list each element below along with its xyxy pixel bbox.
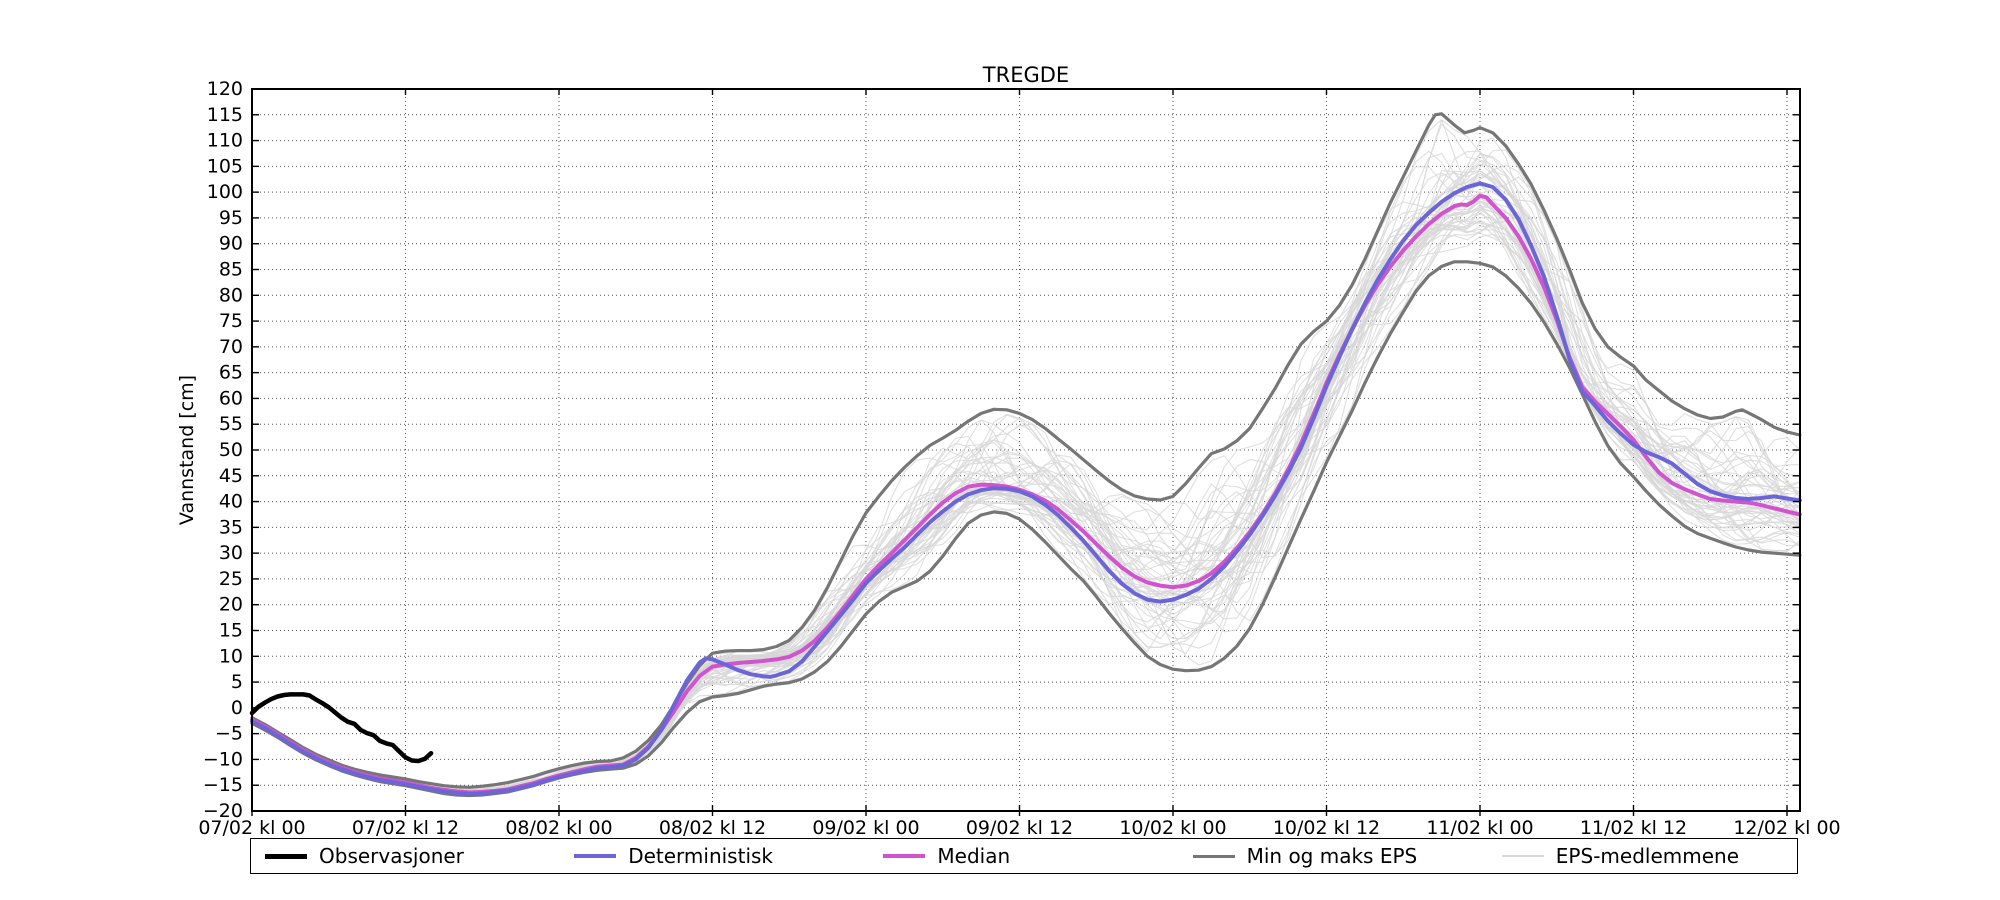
legend-item-eps-medlemmene: EPS-medlemmene [1488, 844, 1797, 868]
x-tick-label: 08/02 kl 12 [659, 817, 766, 839]
y-tick-label: 50 [219, 439, 243, 461]
y-tick-label: 30 [219, 542, 243, 564]
y-tick-label: 0 [231, 697, 243, 719]
y-tick-label: 90 [219, 233, 243, 255]
x-tick-label: 08/02 kl 00 [505, 817, 612, 839]
series-layer [249, 112, 1802, 798]
axes-layer [251, 88, 1801, 816]
y-tick-label: 75 [219, 310, 243, 332]
y-axis-label: Vannstand [cm] [176, 375, 198, 525]
y-tick-label: −5 [215, 723, 243, 745]
legend-item-median: Median [869, 844, 1178, 868]
eps-member-line [251, 149, 1801, 793]
legend-label: Min og maks EPS [1246, 844, 1418, 868]
x-tick-label: 07/02 kl 00 [198, 817, 305, 839]
y-tick-label: 10 [219, 645, 243, 667]
eps-member-line [251, 164, 1801, 793]
eps-member-line [251, 137, 1801, 795]
ensemble-line-swatch [1501, 855, 1544, 857]
legend-label: Median [937, 844, 1011, 868]
legend-item-min-maks-eps: Min og maks EPS [1179, 844, 1488, 868]
legend-item-deterministisk: Deterministisk [560, 844, 869, 868]
tick-labels: 07/02 kl 00 07/02 kl 12 08/02 kl 00 08/02 k… [198, 78, 1840, 839]
y-tick-label: 70 [219, 336, 243, 358]
y-tick-label: 45 [219, 465, 243, 487]
eps-members [251, 119, 1801, 796]
y-tick-label: 15 [219, 620, 243, 642]
legend-item-observasjoner: Observasjoner [251, 844, 560, 868]
legend-label: Deterministisk [628, 844, 774, 868]
x-tick-label: 10/02 kl 00 [1119, 817, 1226, 839]
y-tick-label: 105 [207, 155, 243, 177]
legend-label: Observasjoner [319, 844, 464, 868]
series-maks-eps [250, 112, 1802, 789]
eps-member-line [251, 153, 1801, 789]
y-tick-label: 5 [231, 671, 243, 693]
y-tick-label: 100 [207, 181, 243, 203]
x-tick-label: 10/02 kl 12 [1273, 817, 1380, 839]
x-tick-label: 12/02 kl 00 [1733, 817, 1840, 839]
eps-member-line [251, 160, 1801, 795]
y-tick-label: −10 [203, 748, 243, 770]
eps-member-line [251, 153, 1801, 793]
y-tick-label: −20 [203, 800, 243, 822]
y-tick-label: 95 [219, 207, 243, 229]
eps-member-line [251, 119, 1801, 795]
x-tick-label: 11/02 kl 12 [1580, 817, 1687, 839]
y-tick-label: 60 [219, 387, 243, 409]
y-tick-label: 40 [219, 491, 243, 513]
series-deterministisk [250, 181, 1802, 796]
chart-title: TREGDE [982, 63, 1069, 87]
y-tick-label: 55 [219, 413, 243, 435]
legend: Observasjoner Deterministisk Median Min … [250, 838, 1798, 874]
x-tick-label: 07/02 kl 12 [352, 817, 459, 839]
median-line-swatch [883, 854, 926, 858]
y-tick-label: 115 [207, 104, 243, 126]
y-tick-label: 25 [219, 568, 243, 590]
eps-member-line [251, 119, 1801, 794]
observations-line-swatch [265, 853, 307, 859]
eps-member-line [251, 150, 1801, 790]
y-tick-label: 65 [219, 362, 243, 384]
x-tick-label: 09/02 kl 00 [812, 817, 919, 839]
series-observasjoner [249, 692, 434, 764]
y-tick-label: 20 [219, 594, 243, 616]
deterministic-line-swatch [574, 854, 617, 858]
legend-label: EPS-medlemmene [1555, 844, 1739, 868]
x-tick-label: 09/02 kl 12 [966, 817, 1073, 839]
x-tick-label: 11/02 kl 00 [1426, 817, 1533, 839]
minmax-line-swatch [1192, 854, 1235, 858]
gridlines [251, 88, 1800, 812]
eps-member-line [251, 163, 1801, 794]
y-tick-label: 120 [207, 78, 243, 100]
y-tick-label: 85 [219, 259, 243, 281]
y-tick-label: 35 [219, 516, 243, 538]
y-tick-label: −15 [203, 774, 243, 796]
y-tick-label: 80 [219, 284, 243, 306]
y-tick-label: 110 [207, 130, 243, 152]
